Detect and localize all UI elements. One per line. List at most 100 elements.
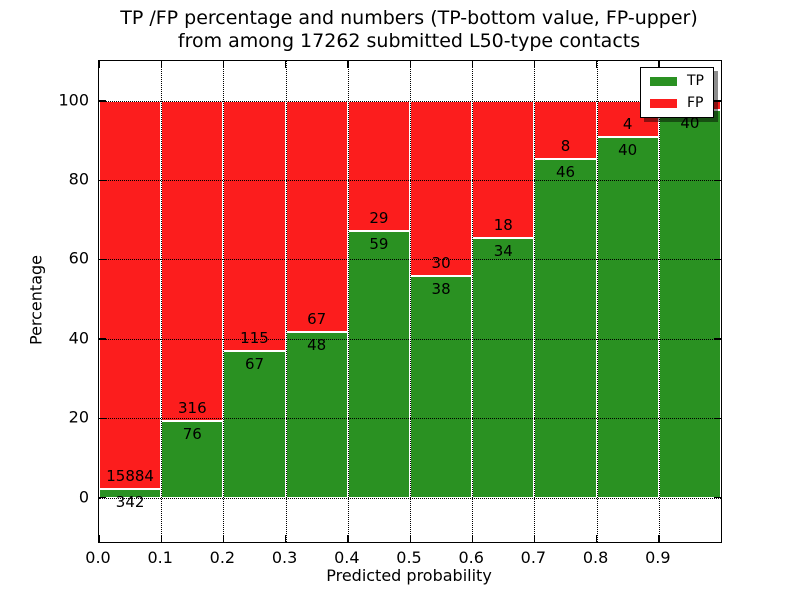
x-tick-mark: [409, 535, 411, 542]
x-tick-label: 0.2: [209, 548, 236, 567]
legend-tp-label: TP: [687, 73, 704, 89]
tp-bar-segment: [596, 136, 659, 498]
y-tick-mark: [99, 338, 106, 340]
x-tick-mark-top: [222, 61, 225, 68]
tp-count-label: 40: [618, 140, 638, 159]
y-tick-label: 20: [68, 407, 89, 427]
x-tick-mark: [471, 535, 474, 542]
fp-count-label: 115: [240, 329, 269, 348]
chart-title-line2: from among 17262 submitted L50-type cont…: [177, 30, 641, 52]
y-tick-mark: [99, 258, 106, 261]
tp-swatch-icon: [650, 77, 677, 86]
x-tick-mark: [285, 535, 287, 542]
x-gridline: [223, 61, 225, 542]
x-tick-label: 0.0: [85, 548, 111, 567]
legend-item-tp: TP: [650, 74, 704, 89]
y-axis-title: Percentage: [26, 254, 46, 346]
fp-bar-segment: [161, 100, 224, 421]
x-tick-mark: [533, 535, 536, 542]
x-tick-mark: [596, 535, 598, 542]
y-tick-label: 0: [78, 487, 89, 507]
x-gridline: [347, 61, 349, 542]
fp-count-label: 15884: [106, 467, 154, 486]
tp-bar-segment: [99, 489, 162, 498]
x-tick-mark-top: [533, 61, 536, 68]
x-tick-mark-top: [285, 61, 287, 68]
tp-bar-segment: [410, 275, 473, 498]
y-tick-label: 40: [68, 328, 89, 348]
fp-swatch-icon: [650, 99, 677, 108]
x-tick-mark: [98, 535, 100, 542]
y-tick-mark-right: [714, 258, 721, 261]
y-tick-mark: [99, 497, 106, 499]
legend-fp-label: FP: [687, 95, 704, 111]
fp-bar-segment: [472, 100, 535, 239]
y-tick-mark-right: [714, 338, 721, 340]
fp-count-label: 4: [622, 114, 633, 133]
legend-item-fp: FP: [650, 96, 704, 111]
fp-count-label: 67: [307, 309, 327, 328]
tp-bar-segment: [658, 110, 721, 498]
y-tick-label: 80: [68, 169, 89, 189]
tp-count-label: 38: [431, 279, 451, 298]
x-tick-mark: [347, 535, 349, 542]
x-tick-mark-top: [409, 61, 411, 68]
x-tick-label: 0.5: [396, 548, 422, 567]
x-gridline: [658, 61, 660, 542]
x-tick-label: 0.1: [147, 548, 173, 567]
y-tick-label: 60: [68, 248, 89, 268]
x-tick-mark-top: [596, 61, 598, 68]
x-gridline: [596, 61, 598, 542]
tp-bar-segment: [285, 331, 348, 498]
y-tick-mark-right: [714, 417, 721, 420]
x-tick-mark-top: [347, 61, 349, 68]
fp-count-label: 30: [431, 253, 451, 272]
y-tick-mark-right: [714, 100, 721, 102]
x-gridline: [534, 61, 536, 542]
x-tick-label: 0.3: [271, 548, 298, 567]
tp-count-label: 46: [555, 163, 576, 182]
y-tick-label: 100: [58, 90, 89, 110]
fp-bar-segment: [99, 100, 162, 490]
x-tick-label: 0.7: [520, 548, 547, 567]
x-tick-mark: [160, 535, 163, 542]
x-gridline: [472, 61, 474, 542]
x-tick-mark: [222, 535, 225, 542]
y-tick-mark: [99, 100, 106, 102]
fp-bar-segment: [285, 100, 348, 332]
x-axis-title: Predicted probability: [326, 566, 492, 585]
tp-count-label: 40: [680, 114, 700, 133]
x-tick-mark-top: [658, 61, 660, 68]
fp-count-label: 8: [560, 137, 571, 156]
x-tick-mark-top: [471, 61, 474, 68]
x-gridline: [161, 61, 163, 542]
fp-count-label: 18: [493, 216, 513, 235]
x-tick-label: 0.6: [458, 548, 484, 567]
x-tick-mark-top: [98, 61, 100, 68]
x-tick-label: 0.8: [582, 548, 609, 567]
y-tick-mark: [99, 179, 106, 181]
fp-bar-segment: [410, 100, 473, 276]
tp-bar-segment: [347, 231, 410, 498]
tp-bar-segment: [472, 238, 535, 498]
legend: TP FP: [640, 67, 714, 118]
fp-count-label: 29: [369, 209, 389, 228]
chart-title: TP /FP percentage and numbers (TP-bottom…: [98, 7, 720, 53]
y-tick-mark: [99, 417, 106, 420]
fp-bar-segment: [223, 100, 286, 352]
x-tick-mark: [658, 535, 660, 542]
tp-count-label: 48: [307, 335, 327, 354]
x-gridline: [410, 61, 411, 542]
tp-count-label: 34: [493, 242, 513, 261]
tp-bar-segment: [534, 159, 597, 498]
tp-count-label: 76: [182, 424, 202, 443]
tp-bar-segment: [161, 420, 224, 498]
fp-count-label: 316: [177, 398, 207, 417]
tp-count-label: 59: [369, 235, 389, 254]
x-tick-mark-top: [160, 61, 163, 68]
x-tick-label: 0.9: [645, 548, 671, 567]
tp-count-label: 342: [115, 493, 145, 512]
plot-area: TP FP 15884 342 316 76 115 67 67 48 29 59 30 38 18 34…: [98, 60, 722, 543]
y-tick-mark-right: [714, 497, 721, 499]
